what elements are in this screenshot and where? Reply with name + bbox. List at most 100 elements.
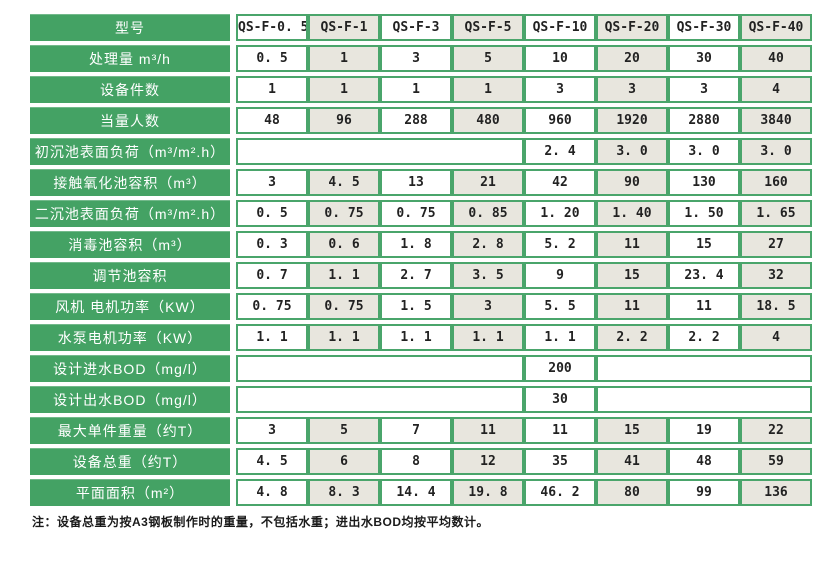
data-cell: 4. 8 (236, 479, 308, 506)
data-cell: 7 (380, 417, 452, 444)
row-header-11: 设计出水BOD（mg/l） (30, 386, 236, 413)
data-cell: 8. 3 (308, 479, 380, 506)
data-cell: 1. 1 (308, 324, 380, 351)
table-row: 初沉池表面负荷（m³/m².h） 2. 4 3. 0 3. 0 3. 0 (30, 138, 812, 165)
column-header-qs-f-5: QS-F-5 (452, 14, 524, 41)
column-header-qs-f-10: QS-F-10 (524, 14, 596, 41)
data-cell: 3 (596, 76, 668, 103)
data-cell: 3 (668, 76, 740, 103)
data-cell: 0. 75 (308, 293, 380, 320)
row-header-10: 设计进水BOD（mg/l） (30, 355, 236, 382)
table-row: 平面面积（m²） 4. 8 8. 3 14. 4 19. 8 46. 2 80 99 136 (30, 479, 812, 506)
data-cell: 15 (668, 231, 740, 258)
data-cell: 5. 5 (524, 293, 596, 320)
data-cell: 0. 6 (308, 231, 380, 258)
data-cell: 1. 1 (524, 324, 596, 351)
data-cell: 1. 65 (740, 200, 812, 227)
data-cell: 3840 (740, 107, 812, 134)
data-cell: 23. 4 (668, 262, 740, 289)
row-header-12: 最大单件重量（约T） (30, 417, 236, 444)
data-cell: 3 (236, 169, 308, 196)
column-header-qs-f-3: QS-F-3 (380, 14, 452, 41)
data-cell: 30 (524, 386, 596, 413)
table-row: 设计出水BOD（mg/l） 30 (30, 386, 812, 413)
data-cell: 40 (740, 45, 812, 72)
data-cell: 1. 5 (380, 293, 452, 320)
data-cell: 48 (668, 448, 740, 475)
merged-data-cell (596, 386, 812, 413)
table-row: 二沉池表面负荷（m³/m².h） 0. 5 0. 75 0. 75 0. 85 1. 20… (30, 200, 812, 227)
data-cell: 22 (740, 417, 812, 444)
row-header-14: 平面面积（m²） (30, 479, 236, 506)
data-cell: 41 (596, 448, 668, 475)
data-cell: 20 (596, 45, 668, 72)
data-cell: 4. 5 (236, 448, 308, 475)
merged-data-cell (236, 138, 524, 165)
data-cell: 48 (236, 107, 308, 134)
data-cell: 0. 85 (452, 200, 524, 227)
data-cell: 19 (668, 417, 740, 444)
footnote: 注：设备总重为按A3钢板制作时的重量，不包括水重；进出水BOD均按平均数计。 (32, 515, 490, 529)
merged-data-cell (596, 355, 812, 382)
data-cell: 6 (308, 448, 380, 475)
row-header-0: 处理量 m³/h (30, 45, 236, 72)
data-cell: 42 (524, 169, 596, 196)
table-row: 处理量 m³/h 0. 5 1 3 5 10 20 30 40 (30, 45, 812, 72)
data-cell: 10 (524, 45, 596, 72)
data-cell: 11 (596, 293, 668, 320)
table-row: 调节池容积 0. 7 1. 1 2. 7 3. 5 9 15 23. 4 32 (30, 262, 812, 289)
data-cell: 288 (380, 107, 452, 134)
row-header-7: 调节池容积 (30, 262, 236, 289)
row-header-9: 水泵电机功率（KW） (30, 324, 236, 351)
data-cell: 99 (668, 479, 740, 506)
table-row: 接触氧化池容积（m³） 3 4. 5 13 21 42 90 130 160 (30, 169, 812, 196)
table-row: 风机 电机功率（KW） 0. 75 0. 75 1. 5 3 5. 5 11 11 18. 5 (30, 293, 812, 320)
data-cell: 1. 1 (380, 324, 452, 351)
data-cell: 5 (452, 45, 524, 72)
data-cell: 0. 5 (236, 45, 308, 72)
data-cell: 2. 2 (668, 324, 740, 351)
row-header-13: 设备总重（约T） (30, 448, 236, 475)
data-cell: 3 (524, 76, 596, 103)
data-cell: 46. 2 (524, 479, 596, 506)
data-cell: 4 (740, 76, 812, 103)
table-row: 当量人数 48 96 288 480 960 1920 2880 3840 (30, 107, 812, 134)
data-cell: 15 (596, 417, 668, 444)
data-cell: 32 (740, 262, 812, 289)
data-cell: 1. 8 (380, 231, 452, 258)
table-row: 最大单件重量（约T） 3 5 7 11 11 15 19 22 (30, 417, 812, 444)
table-header: 型号 QS-F-0. 5 QS-F-1 QS-F-3 QS-F-5 QS-F-10 QS-… (30, 14, 812, 41)
data-cell: 12 (452, 448, 524, 475)
data-cell: 0. 3 (236, 231, 308, 258)
data-cell: 19. 8 (452, 479, 524, 506)
column-header-qs-f-20: QS-F-20 (596, 14, 668, 41)
data-cell: 4 (740, 324, 812, 351)
data-cell: 18. 5 (740, 293, 812, 320)
spec-table: 型号 QS-F-0. 5 QS-F-1 QS-F-3 QS-F-5 QS-F-10 QS-… (30, 10, 812, 510)
data-cell: 1. 1 (308, 262, 380, 289)
data-cell: 0. 75 (236, 293, 308, 320)
data-cell: 960 (524, 107, 596, 134)
data-cell: 11 (524, 417, 596, 444)
data-cell: 80 (596, 479, 668, 506)
data-cell: 160 (740, 169, 812, 196)
data-cell: 35 (524, 448, 596, 475)
merged-data-cell (236, 386, 524, 413)
data-cell: 96 (308, 107, 380, 134)
data-cell: 2. 2 (596, 324, 668, 351)
data-cell: 3 (236, 417, 308, 444)
data-cell: 5. 2 (524, 231, 596, 258)
data-cell: 15 (596, 262, 668, 289)
data-cell: 2. 7 (380, 262, 452, 289)
data-cell: 0. 7 (236, 262, 308, 289)
column-header-qs-f-1: QS-F-1 (308, 14, 380, 41)
data-cell: 3 (452, 293, 524, 320)
data-cell: 1. 50 (668, 200, 740, 227)
data-cell: 14. 4 (380, 479, 452, 506)
data-cell: 0. 5 (236, 200, 308, 227)
data-cell: 11 (596, 231, 668, 258)
data-cell: 1 (380, 76, 452, 103)
data-cell: 1 (452, 76, 524, 103)
